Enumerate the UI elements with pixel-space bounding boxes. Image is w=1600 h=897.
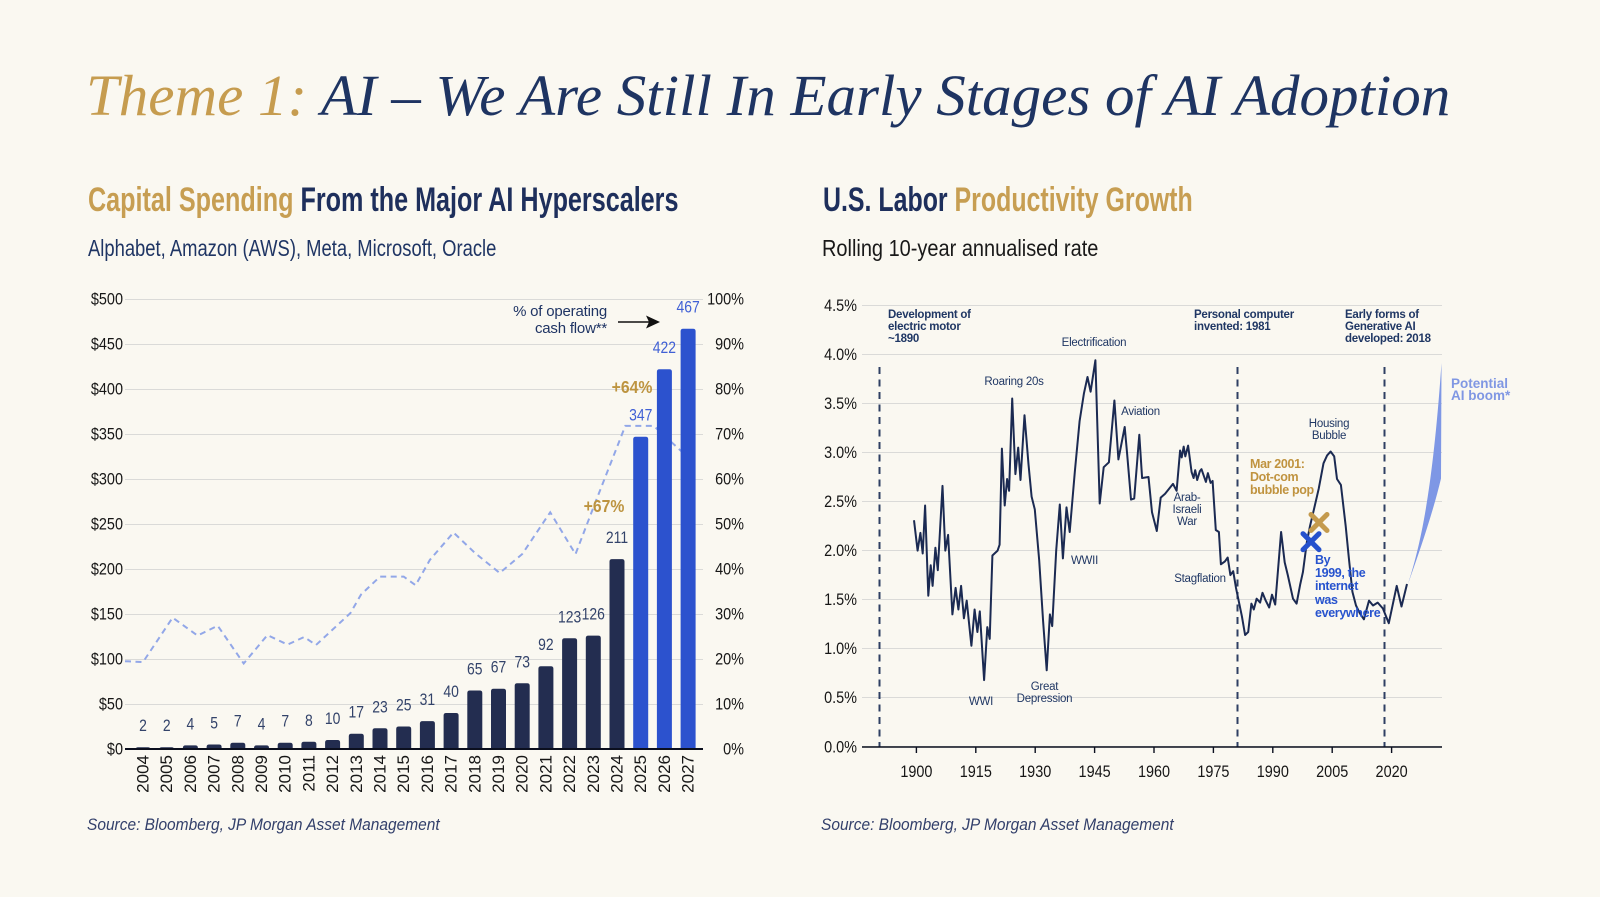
svg-text:2027: 2027 — [679, 755, 698, 793]
svg-text:1900: 1900 — [900, 763, 932, 781]
svg-text:347: 347 — [629, 406, 652, 425]
svg-text:2004: 2004 — [134, 755, 153, 793]
svg-text:1945: 1945 — [1079, 763, 1111, 781]
svg-text:2017: 2017 — [442, 755, 461, 793]
svg-text:2020: 2020 — [1376, 763, 1408, 781]
svg-text:1930: 1930 — [1019, 763, 1051, 781]
svg-text:2010: 2010 — [276, 755, 295, 793]
svg-text:90%: 90% — [715, 335, 744, 353]
svg-text:31: 31 — [420, 691, 435, 710]
svg-text:2005: 2005 — [157, 755, 176, 793]
svg-text:467: 467 — [676, 298, 699, 317]
svg-text:+64%: +64% — [612, 377, 653, 397]
svg-text:2026: 2026 — [655, 755, 674, 793]
svg-text:$350: $350 — [91, 425, 123, 443]
svg-text:2009: 2009 — [252, 755, 271, 793]
svg-text:25: 25 — [396, 696, 411, 715]
svg-text:$450: $450 — [91, 335, 123, 353]
svg-text:50%: 50% — [715, 515, 744, 533]
svg-text:2023: 2023 — [584, 755, 603, 793]
svg-text:2: 2 — [139, 717, 147, 736]
svg-text:+67%: +67% — [584, 496, 625, 516]
svg-text:73: 73 — [514, 653, 529, 672]
svg-text:0.5%: 0.5% — [824, 689, 857, 707]
svg-text:1960: 1960 — [1138, 763, 1170, 781]
svg-text:40%: 40% — [715, 560, 744, 578]
svg-text:2.5%: 2.5% — [824, 493, 857, 511]
svg-text:1975: 1975 — [1197, 763, 1229, 781]
svg-text:2007: 2007 — [205, 755, 224, 793]
svg-text:$100: $100 — [91, 650, 123, 668]
svg-text:$500: $500 — [91, 290, 123, 308]
svg-text:2012: 2012 — [323, 755, 342, 793]
svg-text:123: 123 — [558, 608, 581, 627]
svg-text:2.0%: 2.0% — [824, 542, 857, 560]
svg-text:0%: 0% — [723, 740, 744, 758]
svg-text:4: 4 — [258, 715, 266, 734]
svg-text:2025: 2025 — [631, 755, 650, 793]
svg-text:2022: 2022 — [560, 755, 579, 793]
svg-text:2013: 2013 — [347, 755, 366, 793]
svg-text:92: 92 — [538, 636, 553, 655]
svg-text:2014: 2014 — [371, 755, 390, 793]
svg-text:% of operating: % of operating — [513, 303, 607, 320]
svg-text:1915: 1915 — [960, 763, 992, 781]
svg-text:20%: 20% — [715, 650, 744, 668]
svg-text:$400: $400 — [91, 380, 123, 398]
svg-text:1.5%: 1.5% — [824, 591, 857, 609]
svg-text:70%: 70% — [715, 425, 744, 443]
svg-text:$0: $0 — [107, 740, 123, 758]
svg-text:211: 211 — [606, 529, 628, 548]
svg-text:65: 65 — [467, 660, 482, 679]
svg-text:2006: 2006 — [181, 755, 200, 793]
svg-text:2018: 2018 — [465, 755, 484, 793]
svg-text:60%: 60% — [715, 470, 744, 488]
svg-text:2020: 2020 — [513, 755, 532, 793]
svg-text:10%: 10% — [715, 695, 744, 713]
svg-text:7: 7 — [234, 712, 242, 731]
svg-text:4: 4 — [187, 715, 195, 734]
svg-text:4.5%: 4.5% — [824, 297, 857, 315]
svg-text:8: 8 — [305, 712, 313, 731]
svg-text:30%: 30% — [715, 605, 744, 623]
svg-text:10: 10 — [325, 710, 341, 729]
svg-text:2005: 2005 — [1316, 763, 1348, 781]
svg-text:cash flow**: cash flow** — [535, 320, 607, 337]
svg-text:422: 422 — [653, 339, 676, 358]
svg-text:2015: 2015 — [394, 755, 413, 793]
svg-text:$300: $300 — [91, 470, 123, 488]
svg-text:2: 2 — [163, 717, 171, 736]
svg-text:0.0%: 0.0% — [824, 738, 857, 756]
svg-text:1990: 1990 — [1257, 763, 1289, 781]
svg-text:$250: $250 — [91, 515, 123, 533]
svg-text:3.0%: 3.0% — [824, 444, 857, 462]
svg-text:2021: 2021 — [536, 755, 555, 793]
svg-text:2011: 2011 — [299, 755, 318, 792]
svg-text:3.5%: 3.5% — [824, 395, 857, 413]
svg-text:67: 67 — [491, 658, 506, 677]
svg-text:$200: $200 — [91, 560, 123, 578]
svg-text:5: 5 — [210, 714, 218, 733]
svg-text:100%: 100% — [707, 290, 744, 308]
svg-text:1.0%: 1.0% — [824, 640, 857, 658]
svg-text:4.0%: 4.0% — [824, 346, 857, 364]
svg-text:40: 40 — [443, 683, 459, 702]
svg-text:2016: 2016 — [418, 755, 437, 793]
svg-text:2008: 2008 — [228, 755, 247, 793]
svg-text:126: 126 — [582, 605, 605, 624]
svg-text:$50: $50 — [99, 695, 123, 713]
svg-text:$150: $150 — [91, 605, 123, 623]
svg-text:23: 23 — [372, 698, 387, 717]
svg-text:17: 17 — [349, 703, 364, 722]
svg-text:7: 7 — [281, 712, 289, 731]
svg-text:2019: 2019 — [489, 755, 508, 793]
svg-text:2024: 2024 — [608, 755, 627, 793]
svg-text:80%: 80% — [715, 380, 744, 398]
